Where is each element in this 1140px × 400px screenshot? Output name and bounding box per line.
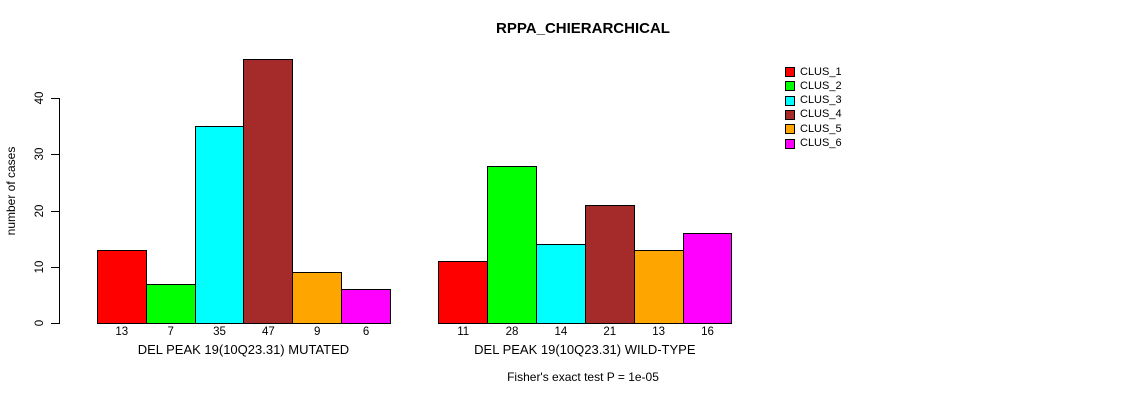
legend-item: CLUS_4: [785, 108, 842, 122]
bar-clus_5-group1: [292, 272, 343, 324]
bar-clus_4-group1: [243, 58, 294, 324]
bar-value-label: 9: [314, 326, 321, 338]
bar-value-label: 21: [603, 326, 617, 338]
bar-value-label: 11: [457, 326, 470, 338]
bar-value-label: 28: [505, 326, 519, 338]
bar-value-label: 35: [213, 326, 226, 338]
bar-clus_6-group2: [682, 233, 733, 324]
legend-swatch-clus_2: [785, 81, 795, 92]
legend-swatch-clus_4: [785, 109, 795, 120]
bar-clus_4-group2: [584, 205, 635, 324]
legend-item-label: CLUS_4: [800, 108, 842, 121]
legend-item: CLUS_2: [785, 79, 842, 93]
bar-clus_1-group2: [438, 261, 489, 324]
y-tick: [51, 154, 59, 156]
bar-clus_5-group2: [633, 249, 684, 324]
legend-item-label: CLUS_6: [800, 137, 842, 150]
y-tick: [51, 266, 59, 268]
bar-value-label: 14: [554, 326, 568, 338]
bar-clus_6-group1: [341, 289, 391, 324]
y-tick-label: 20: [34, 204, 46, 218]
bar-value-label: 6: [362, 326, 370, 338]
legend-item: CLUS_5: [785, 122, 842, 136]
y-axis-label: number of cases: [4, 146, 18, 236]
x-axis-group-label: DEL PEAK 19(10Q23.31) MUTATED: [137, 342, 350, 357]
bar-value-label: 16: [701, 326, 714, 338]
legend-item-label: CLUS_2: [800, 79, 842, 92]
legend-item: CLUS_6: [785, 137, 842, 151]
bar-clus_1-group1: [96, 249, 147, 324]
y-tick-label: 0: [34, 319, 46, 327]
footnote-fisher-test: Fisher's exact test P = 1e-05: [507, 370, 659, 384]
bar-value-label: 13: [115, 326, 129, 338]
y-tick-label: 10: [34, 260, 46, 274]
y-tick-label: 40: [34, 91, 46, 105]
chart-title: RPPA_CHIERARCHICAL: [496, 20, 670, 37]
bar-value-label: 7: [167, 326, 174, 338]
x-axis-group-label: DEL PEAK 19(10Q23.31) WILD-TYPE: [474, 342, 696, 357]
legend-swatch-clus_3: [785, 95, 795, 106]
bar-clus_3-group2: [536, 244, 586, 324]
y-tick: [51, 210, 59, 212]
legend-item-label: CLUS_3: [800, 94, 842, 107]
bar-clus_2-group1: [145, 283, 196, 324]
y-tick: [51, 98, 59, 100]
bar-clus_2-group2: [487, 165, 537, 324]
legend-swatch-clus_5: [785, 124, 795, 135]
y-tick: [51, 323, 59, 324]
bar-clus_3-group1: [194, 126, 245, 324]
bar-value-label: 47: [261, 326, 275, 338]
y-axis-line: [59, 98, 60, 324]
legend-item: CLUS_3: [785, 94, 842, 108]
bar-value-label: 13: [652, 326, 665, 338]
legend-swatch-clus_1: [785, 67, 795, 77]
legend-swatch-clus_6: [785, 138, 795, 149]
y-tick-label: 30: [34, 148, 46, 161]
legend-item: CLUS_1: [785, 65, 842, 79]
legend-item-label: CLUS_5: [800, 122, 842, 135]
legend-item-label: CLUS_1: [800, 65, 842, 78]
